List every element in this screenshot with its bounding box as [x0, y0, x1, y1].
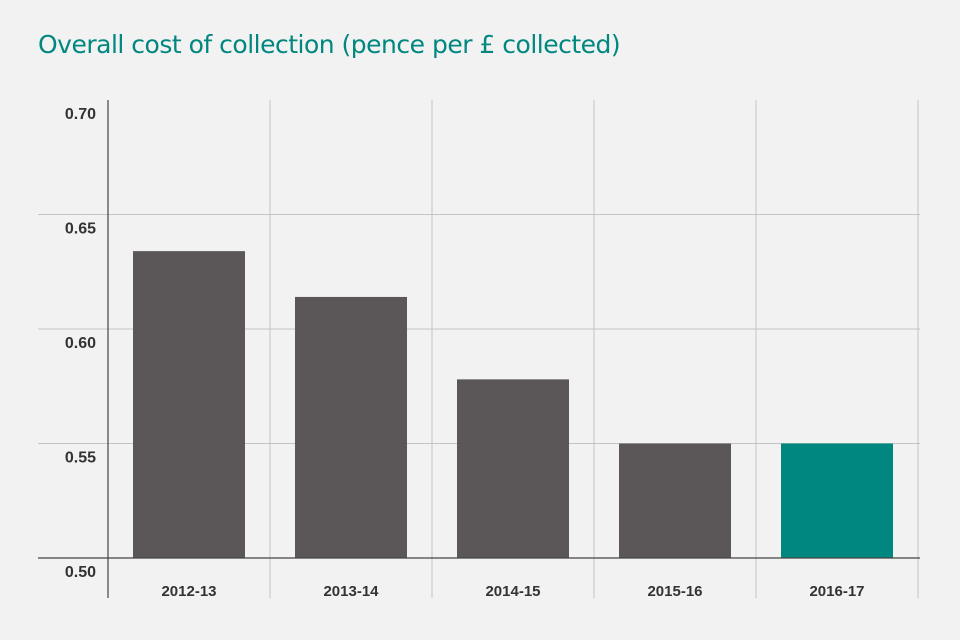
bar-2015-16 [619, 443, 731, 558]
x-tick-label: 2015-16 [647, 583, 702, 600]
x-tick-label: 2014-15 [485, 583, 540, 600]
y-tick-label: 0.70 [65, 106, 96, 123]
x-tick-label: 2013-14 [323, 583, 379, 600]
bar-2014-15 [457, 379, 569, 558]
y-tick-label: 0.50 [65, 564, 96, 581]
bar-2016-17 [781, 443, 893, 558]
y-tick-label: 0.60 [65, 335, 96, 352]
bar-2012-13 [133, 251, 245, 558]
bar-2013-14 [295, 296, 407, 558]
x-tick-label: 2016-17 [809, 583, 864, 600]
y-tick-label: 0.65 [65, 221, 96, 238]
y-tick-label: 0.55 [65, 450, 96, 467]
x-tick-label: 2012-13 [161, 583, 216, 600]
chart-title: Overall cost of collection (pence per £ … [38, 30, 621, 59]
